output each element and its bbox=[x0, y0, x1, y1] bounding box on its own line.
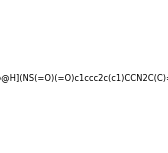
Text: O=C(O)[C@@H](NS(=O)(=O)c1ccc2c(c1)CCN2C(C)=O)c1ccccc1: O=C(O)[C@@H](NS(=O)(=O)c1ccc2c(c1)CCN2C(… bbox=[0, 73, 168, 82]
